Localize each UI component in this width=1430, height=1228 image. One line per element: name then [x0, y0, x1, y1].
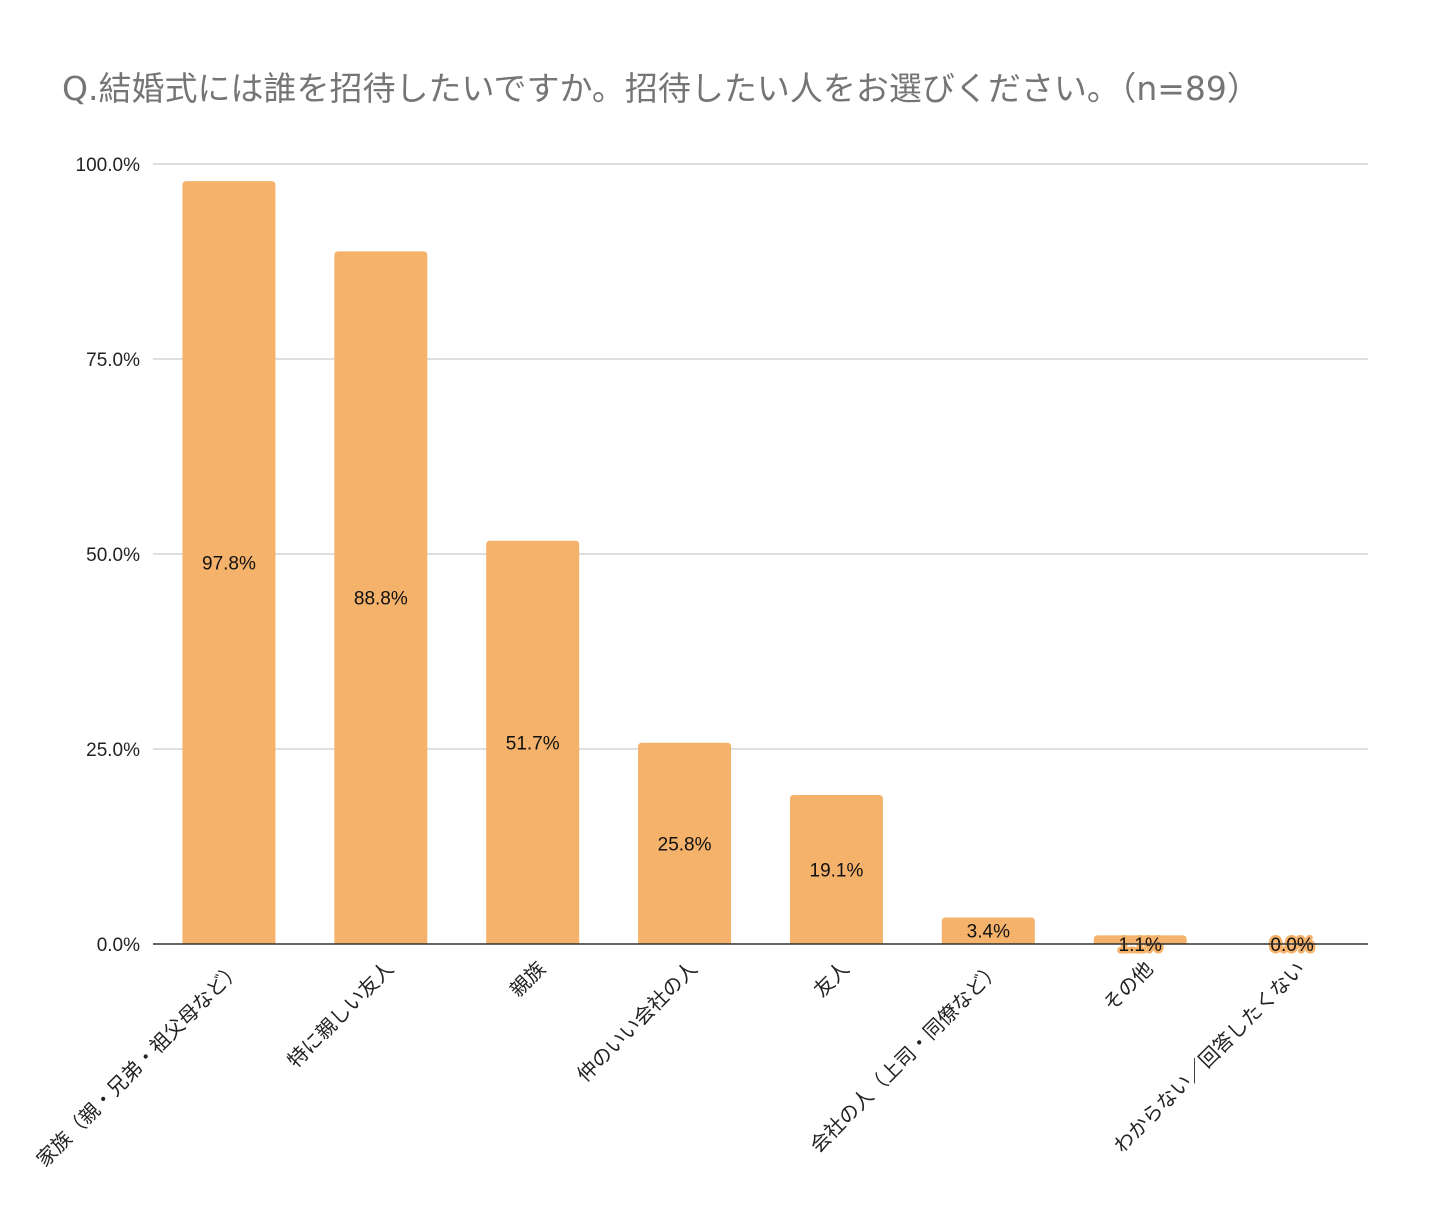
- x-tick-label: 親族: [505, 957, 550, 1002]
- data-label: 0.0%: [1270, 935, 1313, 956]
- x-tick-label: 友人: [809, 957, 854, 1002]
- data-label: 25.8%: [658, 834, 712, 855]
- data-label: 3.4%: [967, 922, 1010, 943]
- y-tick-label: 100.0%: [76, 155, 141, 176]
- data-label: 51.7%: [506, 733, 560, 754]
- x-tick-label: その他: [1098, 957, 1157, 1016]
- data-label: 1.1%: [1119, 935, 1162, 956]
- bar: [638, 742, 732, 944]
- bar: [789, 795, 883, 944]
- bar: [1093, 935, 1187, 944]
- data-label: 88.8%: [354, 589, 408, 610]
- y-tick-label: 50.0%: [86, 545, 140, 566]
- bar: [334, 251, 428, 945]
- y-tick-label: 75.0%: [86, 350, 140, 371]
- data-label: 19.1%: [810, 861, 864, 882]
- x-tick-label: 仲のいい会社の人: [572, 957, 702, 1087]
- bar: [486, 540, 580, 944]
- bar: [941, 917, 1035, 944]
- bar: [182, 181, 276, 944]
- x-tick-label: 特に親しい友人: [282, 957, 398, 1073]
- chart-title: Q.結婚式には誰を招待したいですか。招待したい人をお選びください。（n=89）: [62, 69, 1260, 108]
- data-label: 97.8%: [202, 554, 256, 575]
- y-tick-label: 25.0%: [86, 740, 140, 761]
- y-tick-label: 0.0%: [97, 935, 140, 956]
- x-tick-label: 家族（親・兄弟・祖父母など）: [32, 957, 247, 1172]
